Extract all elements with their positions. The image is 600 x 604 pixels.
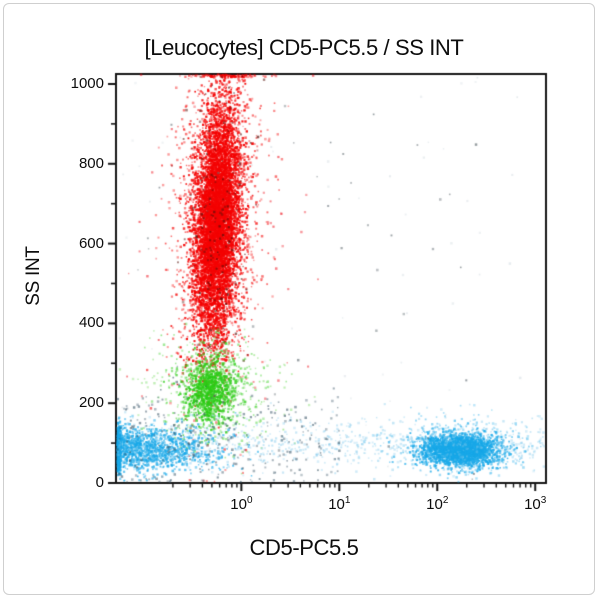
y-tick-label: 1000	[70, 74, 104, 92]
x-tick-label: 100	[230, 495, 253, 513]
y-tick-label: 600	[78, 234, 104, 252]
y-tick-label: 400	[78, 314, 104, 332]
screenshot-card: [Leucocytes] CD5-PC5.5 / SS INT SS INT 0…	[3, 3, 600, 604]
y-tick-label: 800	[78, 154, 104, 172]
scatter-plot-canvas	[4, 4, 600, 604]
x-tick-label: 102	[426, 495, 449, 513]
x-axis-label: CD5-PC5.5	[249, 535, 359, 560]
y-tick-label: 200	[78, 394, 104, 412]
x-tick-label: 103	[524, 495, 547, 513]
y-tick-label: 0	[95, 474, 104, 491]
x-tick-label: 101	[328, 495, 351, 513]
